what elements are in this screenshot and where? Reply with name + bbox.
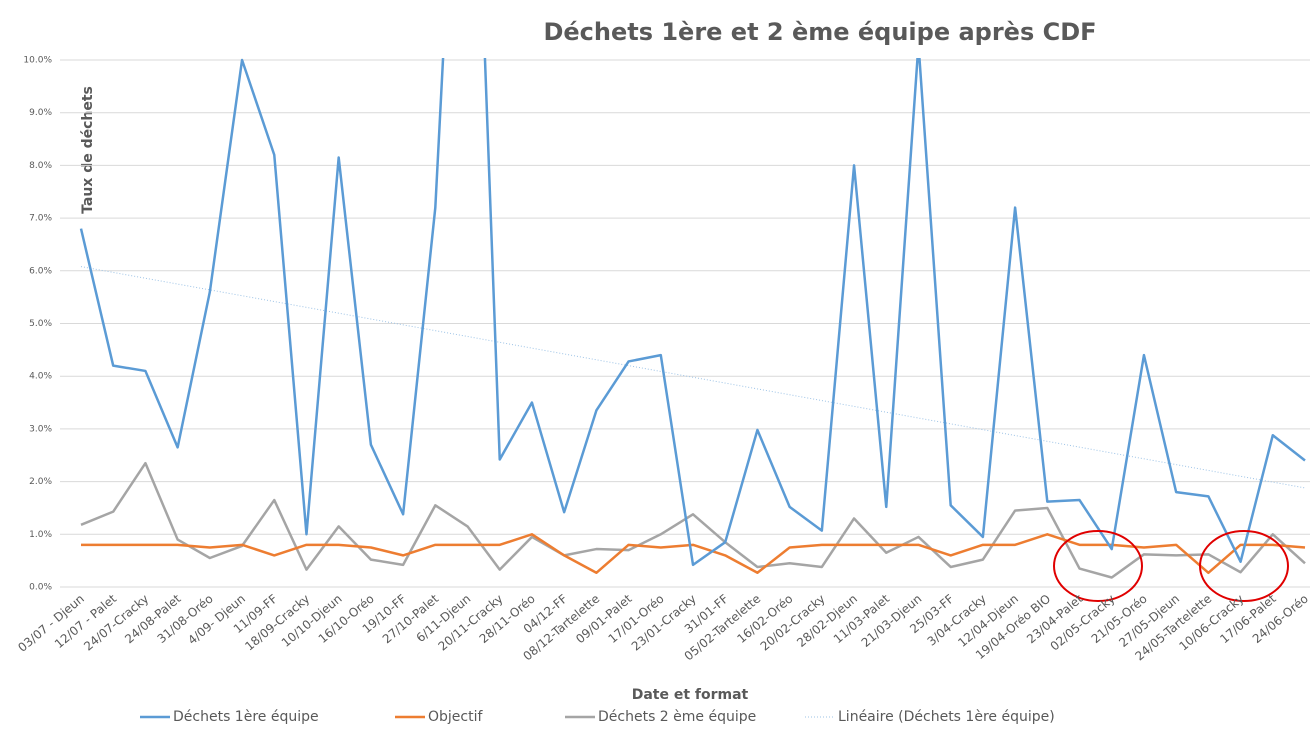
y-tick-label: 7.0% bbox=[29, 214, 52, 224]
legend-label: Objectif bbox=[428, 709, 483, 725]
series-line bbox=[81, 533, 1306, 575]
series-line bbox=[79, 58, 1306, 567]
y-tick-label: 3.0% bbox=[29, 424, 52, 434]
y-tick-label: 5.0% bbox=[29, 319, 52, 329]
trend-line bbox=[80, 266, 1306, 489]
highlight-circle bbox=[1053, 530, 1143, 602]
series-line bbox=[80, 461, 1306, 579]
chart-title: Déchets 1ère et 2 ème équipe après CDF bbox=[543, 18, 1096, 46]
y-tick-label: 4.0% bbox=[29, 372, 52, 382]
legend-label: Déchets 1ère équipe bbox=[173, 709, 319, 725]
y-tick-label: 6.0% bbox=[29, 266, 52, 276]
y-tick-label: 1.0% bbox=[29, 530, 52, 540]
y-axis-label: Taux de déchets bbox=[80, 86, 96, 214]
y-tick-label: 2.0% bbox=[29, 477, 52, 487]
x-axis-label: Date et format bbox=[632, 687, 749, 703]
y-tick-label: 9.0% bbox=[29, 108, 52, 118]
y-tick-label: 0.0% bbox=[29, 583, 52, 593]
legend-label: Linéaire (Déchets 1ère équipe) bbox=[838, 709, 1055, 725]
y-tick-label: 10.0% bbox=[23, 56, 52, 66]
legend-label: Déchets 2 ème équipe bbox=[598, 709, 756, 725]
y-tick-label: 8.0% bbox=[29, 161, 52, 171]
highlight-circle bbox=[1199, 530, 1289, 602]
